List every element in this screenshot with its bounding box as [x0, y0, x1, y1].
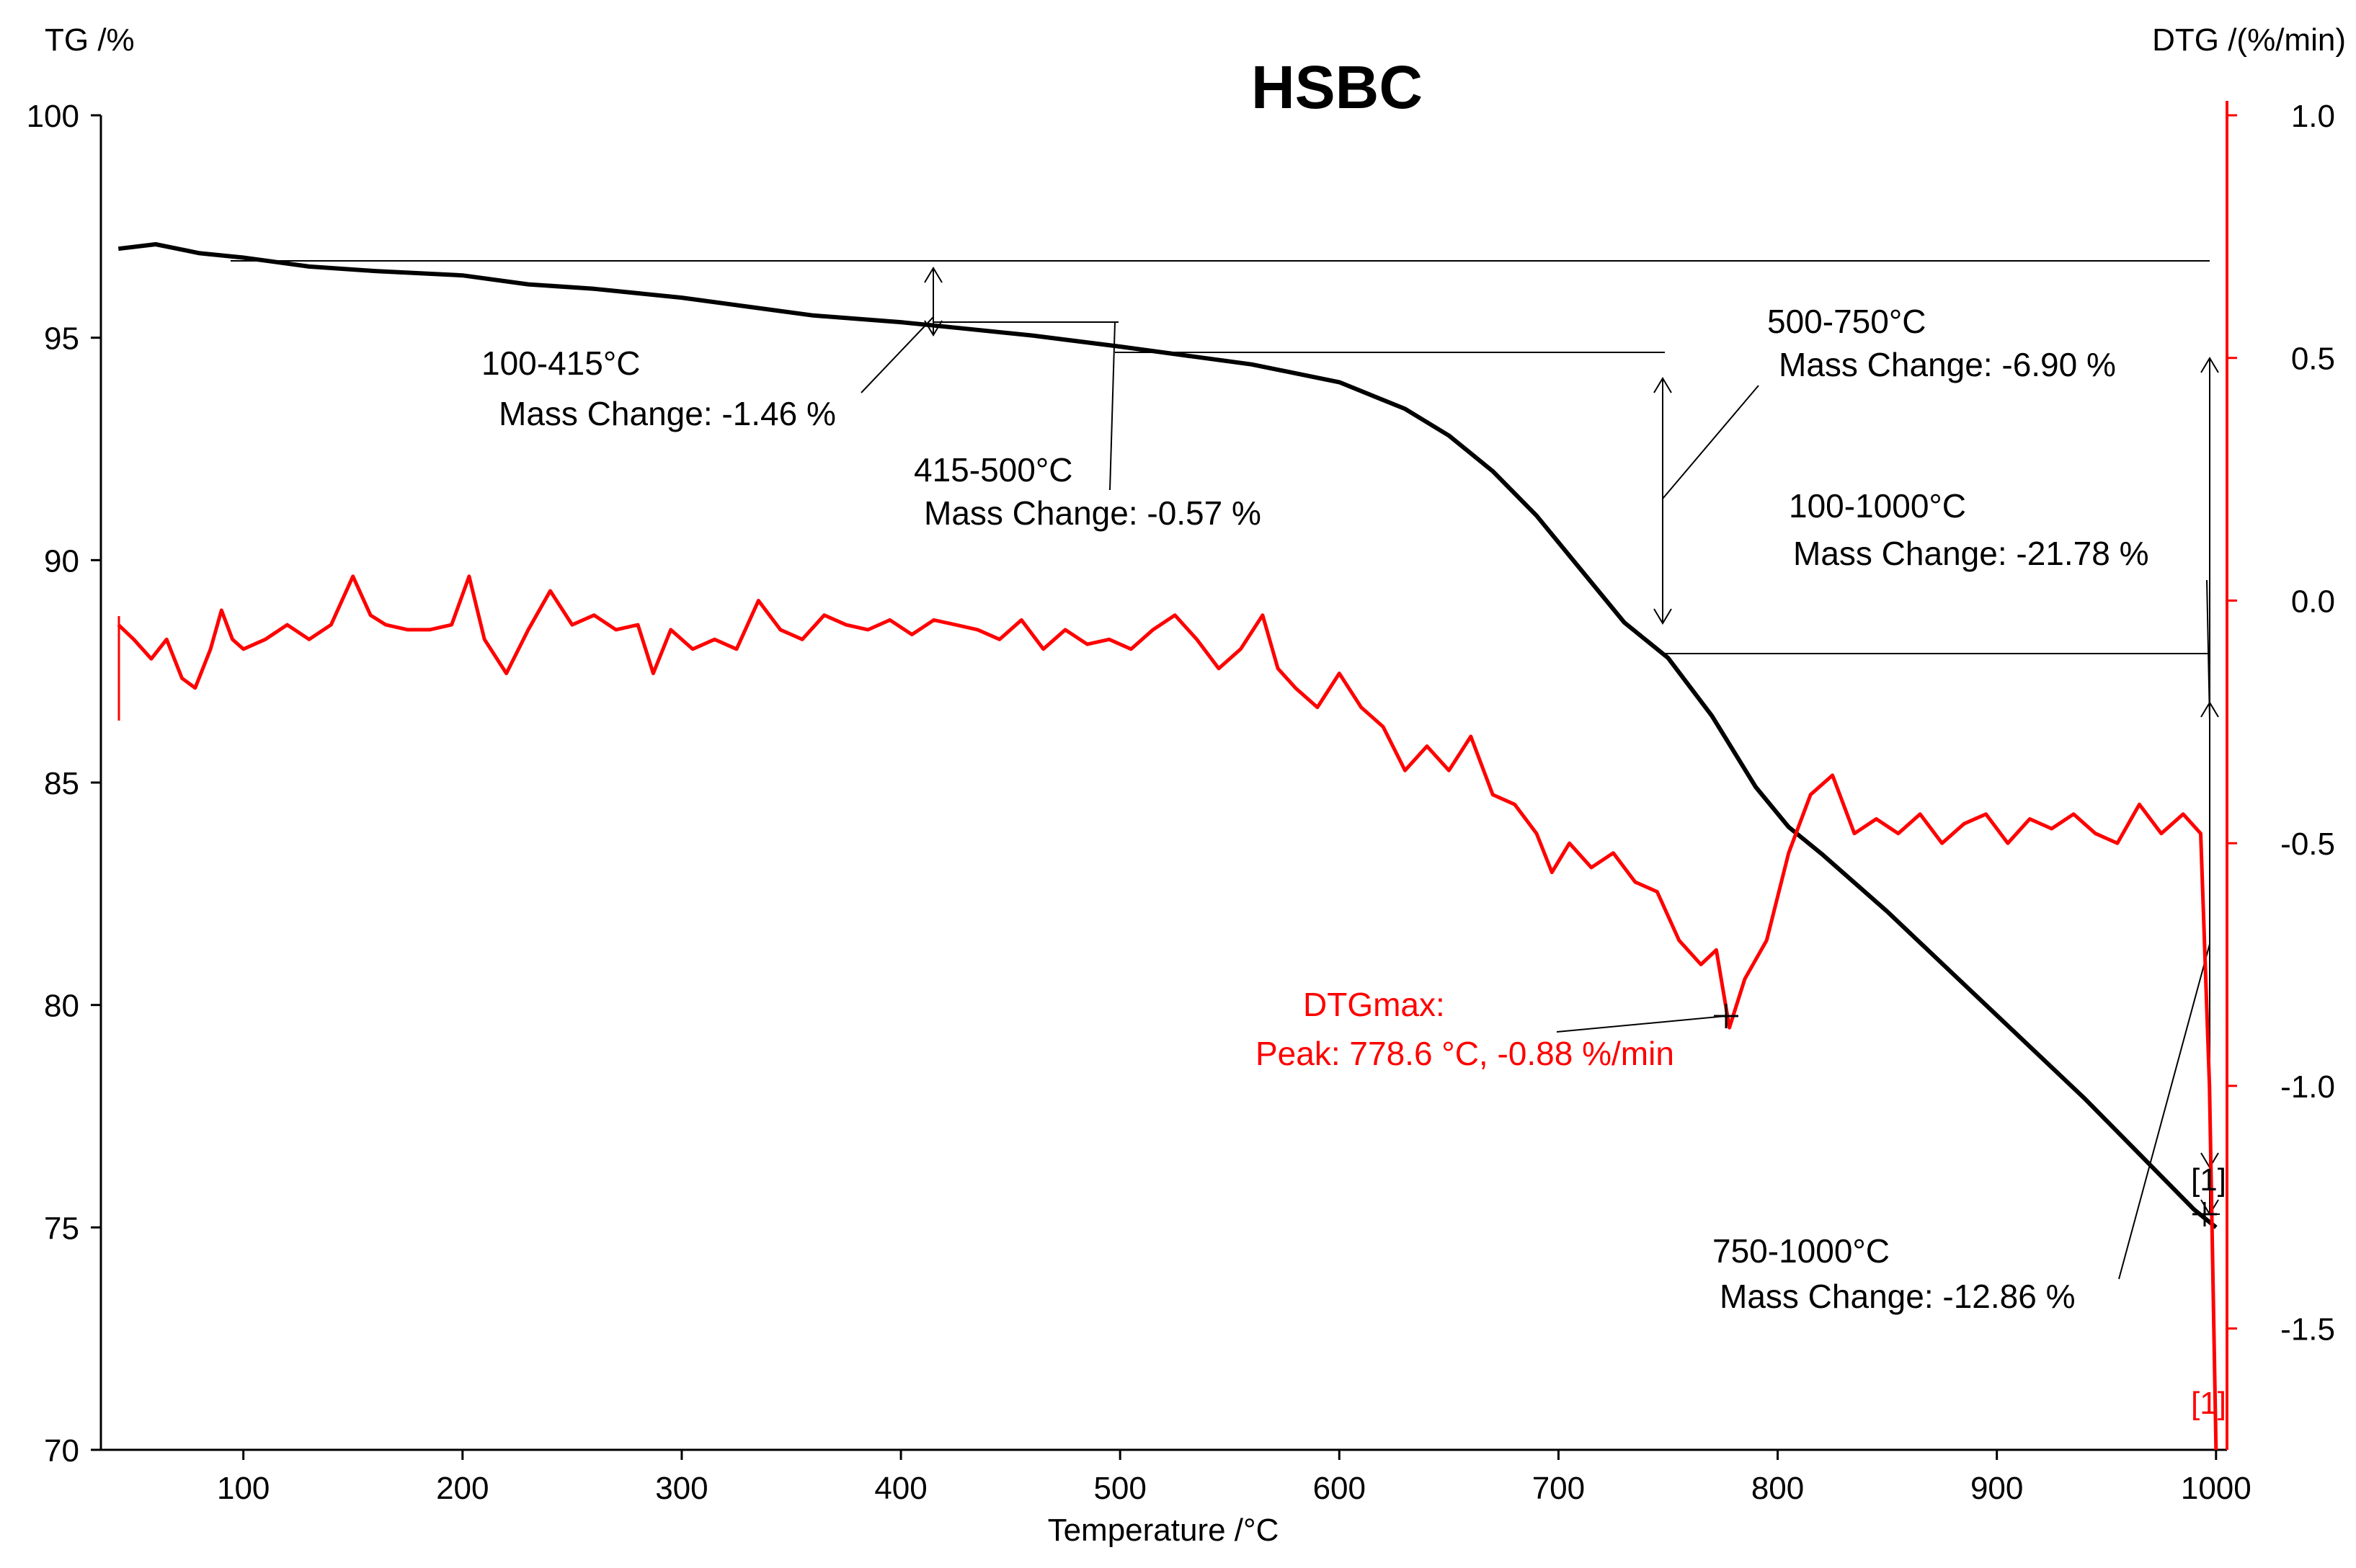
- chart-title: HSBC: [1251, 53, 1423, 121]
- y-right-tick-label: 0.0: [2291, 584, 2335, 619]
- tg-end-label: [1]: [2191, 1162, 2226, 1198]
- y-right-tick-label: 0.5: [2291, 342, 2335, 377]
- annotation-5-range: 750-1000°C: [1712, 1232, 1890, 1270]
- x-tick-label: 700: [1532, 1471, 1585, 1506]
- right-axis-title: DTG /(%/min): [2152, 22, 2346, 58]
- y-left-tick-label: 95: [44, 321, 79, 357]
- x-tick-label: 400: [874, 1471, 927, 1506]
- x-tick-label: 200: [436, 1471, 489, 1506]
- tg-curve: [117, 242, 2218, 1229]
- y-left-tick-label: 85: [44, 766, 79, 801]
- annotation-3-mass-change: Mass Change: -6.90 %: [1779, 346, 2116, 383]
- y-left-tick-label: 100: [27, 99, 79, 134]
- x-tick-label: 1000: [2181, 1471, 2251, 1506]
- dtg-end-label: [1]: [2191, 1386, 2226, 1421]
- x-tick-label: 500: [1093, 1471, 1146, 1506]
- y-right-tick-label: -1.5: [2280, 1312, 2335, 1348]
- annotation-1-range: 100-415°C: [481, 344, 640, 382]
- x-axis-title: Temperature /°C: [1048, 1513, 1279, 1548]
- peak-marker: [1556, 1004, 1738, 1033]
- annotation-5-mass-change: Mass Change: -12.86 %: [1720, 1278, 2076, 1315]
- y-left-tick-label: 70: [44, 1433, 79, 1469]
- peak-label: DTGmax:: [1303, 986, 1445, 1023]
- annotation-1-mass-change: Mass Change: -1.46 %: [499, 395, 836, 432]
- x-tick-label: 800: [1751, 1471, 1804, 1506]
- annotation-4-mass-change: Mass Change: -21.78 %: [1793, 535, 2149, 572]
- annotation-4-range: 100-1000°C: [1789, 487, 1966, 525]
- x-tick-label: 900: [1970, 1471, 2023, 1506]
- y-left-tick-label: 80: [44, 989, 79, 1024]
- y-right-tick-label: 1.0: [2291, 99, 2335, 134]
- annotation-2-mass-change: Mass Change: -0.57 %: [924, 494, 1261, 532]
- y-left-tick-label: 75: [44, 1211, 79, 1246]
- left-axis-title: TG /%: [45, 22, 135, 58]
- dtg-curve: [117, 574, 2218, 1451]
- annotation-2-range: 415-500°C: [914, 451, 1072, 489]
- tg-end-marker: [2192, 1202, 2217, 1226]
- x-tick-label: 300: [655, 1471, 708, 1506]
- y-left-tick-label: 90: [44, 543, 79, 579]
- arrows: [861, 267, 2219, 1280]
- step-lines: [231, 260, 2220, 1215]
- peak-value: Peak: 778.6 °C, -0.88 %/min: [1255, 1035, 1674, 1072]
- y-right-tick-label: -1.0: [2280, 1069, 2335, 1105]
- y-right-tick-label: -0.5: [2280, 827, 2335, 862]
- axis-ticks: 100 200 300 400 500 600 700 800 900 1000 100 95 90 85…: [27, 99, 2335, 1506]
- x-tick-label: 100: [217, 1471, 270, 1506]
- annotation-3-range: 500-750°C: [1767, 303, 1926, 340]
- x-tick-label: 600: [1313, 1471, 1366, 1506]
